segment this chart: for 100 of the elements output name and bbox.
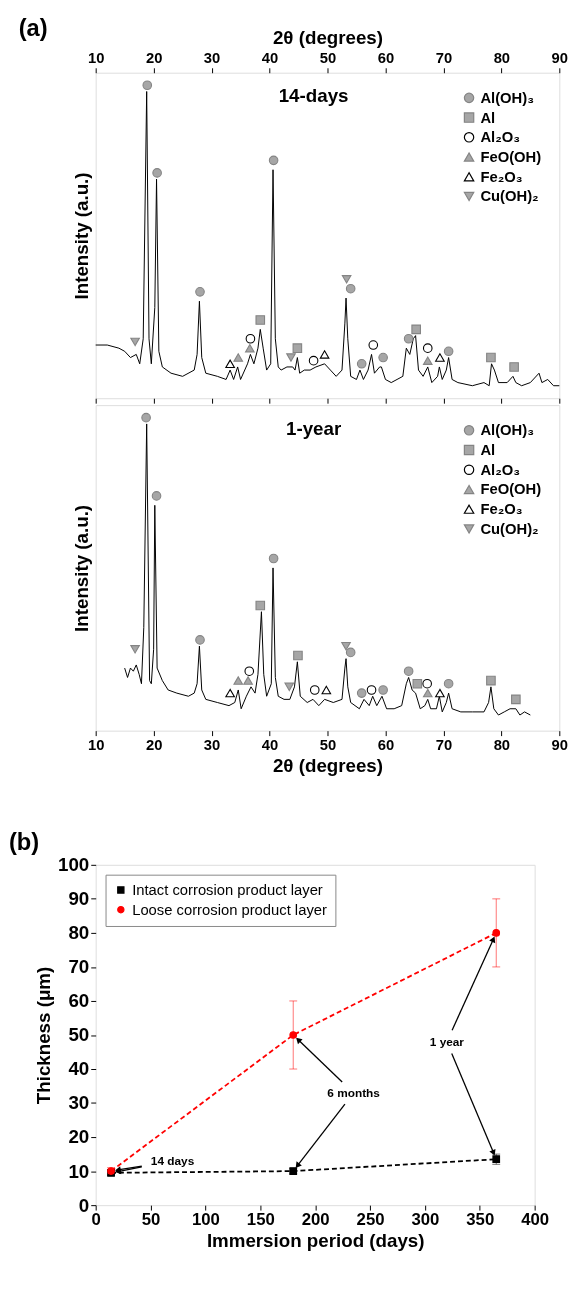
legend-label: Cu(OH)₂	[480, 188, 539, 205]
point	[152, 168, 162, 178]
x-tick-label: 70	[435, 736, 453, 753]
point	[289, 1031, 298, 1039]
point	[492, 929, 501, 937]
point	[309, 685, 320, 695]
legend-label: FeO(OH)	[480, 148, 542, 165]
point	[292, 343, 303, 353]
legend-label: Al₂O₃	[480, 461, 521, 478]
annotation: 14 days	[150, 1153, 195, 1168]
point	[345, 647, 356, 658]
x2-tick-label: 40	[261, 50, 279, 67]
point	[225, 688, 235, 698]
point	[245, 333, 256, 344]
x2-tick-label: 30	[203, 50, 221, 67]
point	[341, 641, 351, 651]
point	[225, 359, 235, 369]
x-tick-label: 20	[145, 736, 163, 753]
y-axis-title: Thickness (μm)	[33, 966, 55, 1105]
x-axis-title: Immersion period (days)	[206, 1230, 425, 1252]
y-tick-label: 50	[68, 1024, 90, 1046]
point	[233, 676, 244, 685]
point	[403, 666, 414, 677]
point	[486, 352, 496, 363]
y-tick-label: 80	[68, 922, 90, 944]
point	[151, 491, 162, 501]
point	[244, 666, 255, 677]
point	[366, 685, 377, 695]
annotation: 6 months	[327, 1085, 381, 1100]
y-tick-label: 20	[68, 1126, 90, 1148]
point	[422, 356, 433, 365]
x2-tick-label: 50	[319, 50, 337, 67]
point	[422, 688, 433, 698]
y-tick-label: 10	[68, 1160, 90, 1182]
x2-tick-label: 70	[435, 50, 453, 67]
x-tick-label: 80	[493, 736, 511, 753]
point	[422, 343, 433, 353]
y-tick-label: 100	[58, 854, 90, 876]
point	[286, 353, 296, 362]
x-tick-label: 10	[87, 736, 105, 753]
point	[509, 362, 519, 372]
x2-tick-label: 20	[145, 50, 163, 67]
legend-label: Cu(OH)₂	[480, 520, 539, 537]
point	[435, 353, 445, 362]
point	[268, 155, 279, 166]
y-tick-label: 70	[68, 956, 90, 978]
legend-label: Al₂O₃	[480, 129, 521, 146]
text: (a)	[18, 15, 48, 42]
x2-tick-label: 10	[87, 50, 105, 67]
point	[435, 688, 445, 698]
legend-label: Fe₂O₃	[480, 168, 523, 185]
point	[321, 685, 332, 695]
x-tick-label: 200	[301, 1210, 330, 1230]
x-tick-label: 150	[246, 1210, 275, 1230]
point	[411, 324, 421, 335]
x2-tick-label: 90	[551, 50, 569, 67]
x-tick-label: 300	[411, 1210, 440, 1230]
point	[403, 333, 414, 344]
x-axis-title: 2θ (degrees)	[272, 754, 384, 776]
x-tick-label: 40	[261, 736, 279, 753]
x-tick-label: 30	[203, 736, 221, 753]
point	[356, 359, 367, 369]
point	[284, 682, 295, 692]
point	[345, 283, 356, 294]
legend-label: Al(OH)₃	[480, 89, 535, 106]
legend-label: FeO(OH)	[480, 481, 542, 498]
y-tick-label: 30	[68, 1092, 90, 1114]
x-tick-label: 90	[551, 736, 569, 753]
point	[130, 645, 140, 654]
point	[245, 343, 255, 353]
point	[378, 352, 388, 363]
legend-label: Loose corrosion product layer	[132, 901, 327, 918]
point	[195, 287, 205, 297]
point	[511, 694, 521, 705]
y-axis-title: Intensity (a.u.)	[71, 504, 93, 632]
chart-title: 14-days	[278, 85, 349, 107]
point	[422, 678, 432, 689]
point	[341, 275, 352, 284]
y-tick-label: 90	[68, 888, 90, 910]
point	[142, 80, 153, 91]
x-tick-label: 50	[319, 736, 337, 753]
point	[443, 678, 454, 689]
text: (b)	[8, 829, 40, 856]
x2-tick-label: 60	[377, 50, 395, 67]
point	[243, 676, 253, 685]
x-tick-label: 250	[356, 1210, 385, 1230]
y-tick-label: 60	[68, 990, 90, 1012]
legend-label: Al	[480, 109, 496, 126]
legend-label: Intact corrosion product layer	[132, 881, 323, 898]
x-tick-label: 60	[377, 736, 395, 753]
y-tick-label: 40	[68, 1058, 90, 1080]
point	[293, 650, 303, 661]
point	[486, 675, 496, 686]
point	[368, 340, 379, 350]
y-axis-title: Intensity (a.u.)	[71, 172, 93, 300]
x-tick-label: 400	[521, 1210, 550, 1230]
point	[195, 635, 205, 645]
point	[356, 688, 367, 698]
point	[378, 685, 388, 695]
x2-axis-title: 2θ (degrees)	[272, 26, 384, 48]
